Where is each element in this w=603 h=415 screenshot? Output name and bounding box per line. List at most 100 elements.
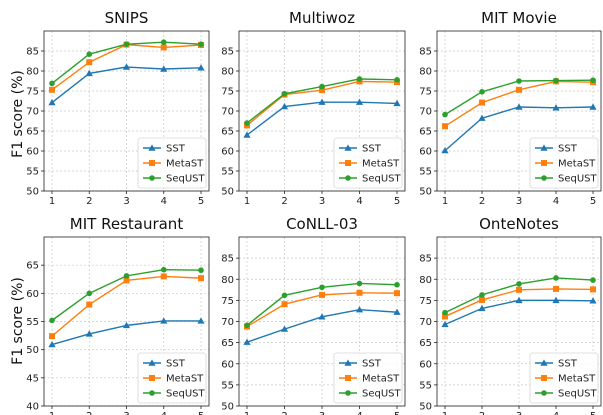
x-tick-label: 4	[161, 411, 167, 415]
data-point-metast	[160, 44, 167, 51]
data-point-metast	[516, 86, 522, 93]
y-tick-label: 70	[26, 107, 39, 118]
data-point-sequst	[442, 309, 448, 316]
data-point-sst	[197, 317, 205, 324]
legend-marker-metast	[541, 375, 547, 381]
x-tick-label: 5	[590, 196, 596, 207]
data-point-sst	[85, 330, 93, 337]
y-tick-label: 85	[221, 254, 234, 265]
y-tick-label: 75	[221, 296, 234, 307]
legend-marker-sst	[148, 144, 156, 151]
y-tick-label: 50	[26, 345, 39, 356]
legend-marker-sequst	[149, 175, 155, 181]
data-point-sst	[393, 99, 401, 107]
y-tick-label: 75	[26, 87, 39, 98]
data-point-sequst	[86, 51, 93, 57]
x-tick-label: 1	[49, 411, 55, 415]
data-point-sequst	[160, 266, 167, 273]
x-tick-label: 3	[123, 411, 129, 415]
series-line-sst	[444, 299, 594, 326]
data-point-sst	[441, 147, 449, 154]
y-tick-label: 60	[221, 359, 234, 370]
y-tick-label: 55	[419, 380, 432, 391]
legend-marker-metast	[345, 160, 351, 166]
y-tick-label: 70	[419, 107, 432, 118]
data-point-sequst	[590, 277, 596, 283]
data-point-metast	[479, 296, 485, 303]
chart-panel-1: SNIPS 50 55 60 65 70 75 80 85 1 2 3 4 5 SST MetaST SeqUS…	[26, 9, 210, 207]
data-point-sequst	[319, 284, 325, 291]
data-point-metast	[516, 286, 522, 293]
data-point-sst	[197, 64, 205, 71]
data-point-sst	[160, 65, 168, 72]
data-point-sequst	[244, 322, 250, 329]
data-point-metast	[356, 289, 363, 296]
panel-title: SNIPS	[105, 9, 149, 27]
data-point-metast	[590, 286, 596, 293]
data-point-sst	[122, 63, 131, 70]
x-tick-label: 5	[394, 196, 400, 207]
x-tick-label: 4	[553, 411, 559, 415]
legend-label-sequst: SeqUST	[362, 389, 402, 400]
data-point-metast	[198, 275, 204, 282]
data-point-metast	[86, 301, 93, 308]
data-point-sequst	[356, 280, 363, 287]
legend-label-sst: SST	[558, 144, 578, 155]
panel-title: Multiwoz	[289, 9, 355, 27]
data-point-sequst	[123, 41, 130, 47]
y-tick-label: 55	[419, 167, 432, 178]
data-point-sequst	[394, 281, 400, 288]
y-tick-label: 70	[419, 317, 432, 328]
data-point-metast	[123, 277, 130, 284]
chart-panel-4: MIT Restaurant40455055606512345SSTMetaST…	[26, 215, 210, 415]
legend-marker-sequst	[541, 175, 547, 181]
data-point-metast	[281, 301, 288, 308]
data-point-metast	[553, 285, 559, 292]
panel-title: CoNLL-03	[286, 215, 358, 233]
data-point-sequst	[49, 317, 55, 324]
panel-title: MIT Movie	[481, 9, 557, 27]
legend-label-sst: SST	[166, 144, 186, 155]
data-point-sequst	[479, 292, 485, 298]
y-tick-label: 50	[221, 187, 234, 198]
x-tick-label: 3	[123, 196, 129, 207]
y-tick-label: 50	[26, 187, 39, 198]
data-point-sst	[318, 313, 326, 320]
x-tick-label: 2	[281, 411, 287, 415]
y-tick-label: 60	[419, 359, 432, 370]
y-tick-label: 50	[419, 187, 432, 198]
data-point-sequst	[281, 292, 288, 299]
data-point-sst	[160, 317, 168, 324]
x-tick-label: 2	[281, 196, 287, 207]
y-tick-label: 85	[419, 47, 432, 58]
data-point-sequst	[590, 77, 596, 83]
y-tick-label: 65	[26, 261, 39, 272]
x-tick-label: 4	[356, 196, 362, 207]
y-tick-label: 70	[221, 317, 234, 328]
data-point-sequst	[442, 111, 448, 118]
x-tick-label: 3	[516, 411, 522, 415]
data-point-sst	[48, 340, 56, 348]
legend-marker-metast	[149, 160, 155, 166]
y-tick-label: 80	[26, 67, 39, 78]
legend-marker-sst	[344, 359, 352, 366]
x-tick-label: 1	[442, 196, 448, 207]
legend-label-metast: MetaST	[558, 159, 596, 170]
data-point-sst	[243, 131, 251, 138]
legend-marker-metast	[345, 375, 351, 381]
data-point-sst	[515, 296, 523, 304]
y-tick-label: 80	[221, 67, 234, 78]
data-point-sst	[355, 98, 364, 105]
x-tick-label: 2	[86, 411, 92, 415]
data-point-metast	[394, 290, 400, 297]
legend-marker-metast	[149, 375, 155, 381]
x-tick-label: 3	[516, 196, 522, 207]
y-tick-label: 80	[419, 67, 432, 78]
chart-panel-3: MIT Movie 50 55 60 65 70 75 80 85 1 2 3 4 5 SST MetaST S…	[419, 9, 602, 207]
y-tick-label: 65	[419, 127, 432, 138]
y-tick-label: 45	[26, 373, 39, 384]
legend-label-sst: SST	[362, 359, 382, 370]
x-tick-label: 1	[442, 411, 448, 415]
y-tick-label: 85	[26, 47, 39, 58]
